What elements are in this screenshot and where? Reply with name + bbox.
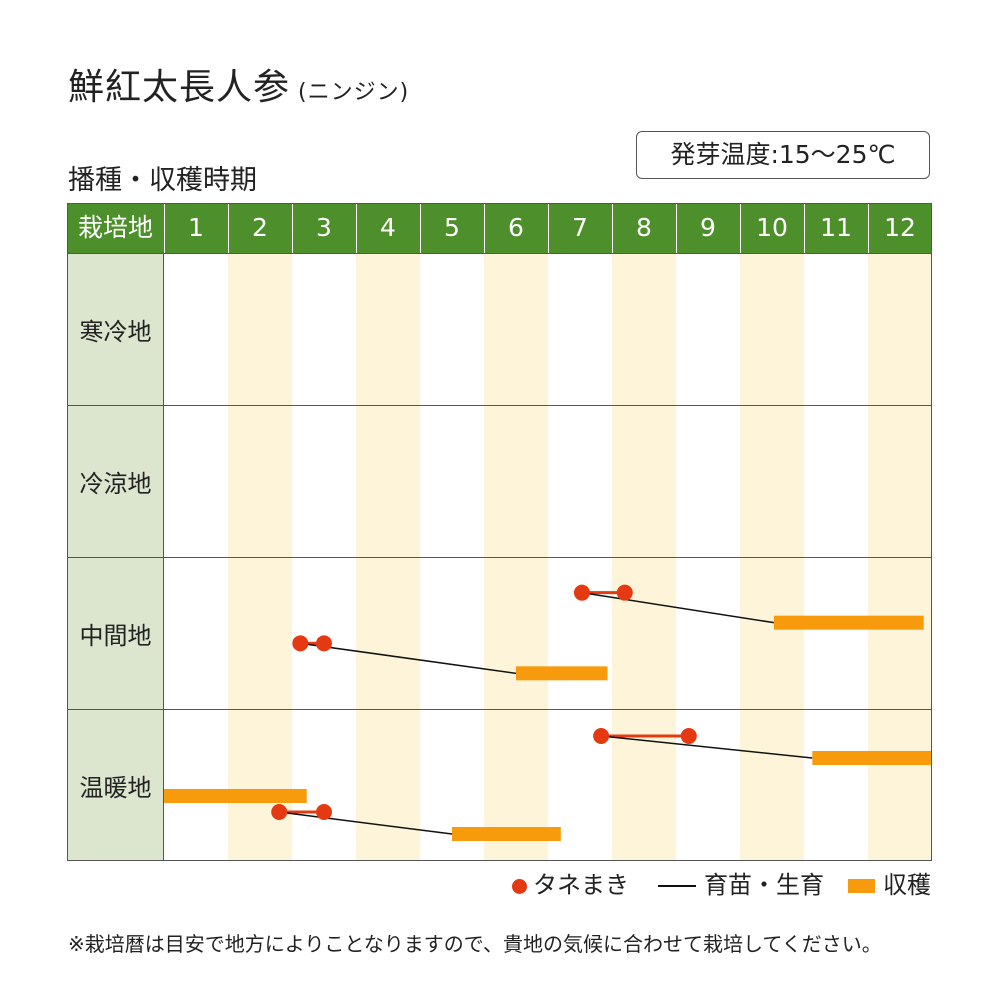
harvest-bar-icon (848, 879, 875, 893)
sowing-dot (292, 635, 309, 652)
sowing-dot (271, 804, 288, 820)
header-divider (676, 203, 677, 253)
row-divider (67, 709, 932, 710)
germination-temperature-badge: 発芽温度:15〜25℃ (636, 131, 930, 179)
row-divider (67, 253, 932, 254)
legend-growing: 育苗・生育 (658, 870, 824, 900)
header-divider (292, 203, 293, 253)
region-label-1: 寒冷地 (67, 253, 164, 405)
harvest-bar (516, 666, 608, 681)
month-header-3: 3 (292, 203, 356, 253)
page-title: 鮮紅太長人参 (ニンジン) (68, 58, 409, 110)
month-header-12: 12 (868, 203, 932, 253)
month-header-4: 4 (356, 203, 420, 253)
header-divider (484, 203, 485, 253)
growing-line (581, 591, 775, 624)
harvest-bar (164, 789, 307, 803)
sowing-dot (616, 584, 633, 601)
legend-sowing-label: タネまき (533, 871, 629, 899)
growing-line (601, 735, 813, 759)
schedule-marks (164, 584, 932, 841)
harvest-bar (773, 615, 924, 630)
legend-harvest: 収穫 (848, 870, 931, 900)
month-header-8: 8 (612, 203, 676, 253)
harvest-bar (812, 751, 932, 765)
planting-calendar: 栽培地 1 2 3 4 5 6 7 8 9 10 11 12 寒冷地 冷涼地 中間地 温暖地 (67, 203, 932, 861)
month-header-6: 6 (484, 203, 548, 253)
growing-line (279, 811, 453, 835)
header-divider (612, 203, 613, 253)
header-divider (740, 203, 741, 253)
region-label-3: 中間地 (67, 557, 164, 709)
legend-sowing: タネまき (512, 870, 629, 900)
growing-line-icon (658, 885, 696, 887)
harvest-bar (452, 827, 561, 841)
header-divider (228, 203, 229, 253)
month-header-10: 10 (740, 203, 804, 253)
sowing-dot-icon (512, 878, 527, 894)
month-header-7: 7 (548, 203, 612, 253)
month-header-11: 11 (804, 203, 868, 253)
header-divider (420, 203, 421, 253)
sowing-dot (680, 728, 697, 744)
sowing-dot (593, 728, 610, 744)
title-text: 鮮紅太長人参 (68, 67, 291, 108)
header-divider (868, 203, 869, 253)
legend-harvest-label: 収穫 (883, 871, 931, 899)
header-divider (164, 203, 165, 253)
sowing-dot (573, 584, 590, 601)
sowing-dot (316, 804, 332, 820)
row-divider (67, 405, 932, 406)
month-header-1: 1 (164, 203, 228, 253)
month-header-5: 5 (420, 203, 484, 253)
region-label-2: 冷涼地 (67, 405, 164, 557)
sowing-dot (316, 635, 332, 652)
legend-growing-label: 育苗・生育 (704, 871, 824, 899)
month-header-9: 9 (676, 203, 740, 253)
header-divider (356, 203, 357, 253)
growing-line (300, 642, 517, 675)
section-title: 播種・収穫時期 (68, 165, 257, 196)
region-label-4: 温暖地 (67, 709, 164, 861)
header-region-label: 栽培地 (67, 203, 164, 253)
header-divider (804, 203, 805, 253)
row-divider (67, 557, 932, 558)
header-divider (548, 203, 549, 253)
region-column-border (163, 253, 164, 861)
month-header-2: 2 (228, 203, 292, 253)
title-subtitle: (ニンジン) (298, 80, 410, 105)
footnote: ※栽培暦は目安で地方によりことなりますので、貴地の気候に合わせて栽培してください… (68, 932, 882, 956)
